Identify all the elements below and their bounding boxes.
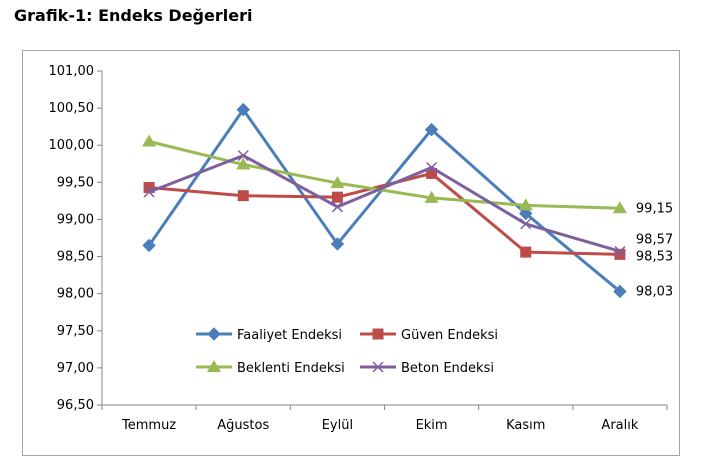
data-point-0-2 — [330, 237, 345, 251]
y-tick-label: 101,00 — [49, 64, 95, 79]
y-tick-label: 96,50 — [57, 398, 94, 413]
x-tick-label: Temmuz — [121, 418, 176, 433]
data-point-3-5 — [614, 245, 626, 257]
y-tick-label: 98,50 — [57, 250, 94, 265]
data-point-2-5 — [612, 201, 627, 214]
data-point-2-3 — [424, 190, 439, 203]
data-point-1-2 — [331, 191, 343, 203]
data-point-1-5 — [614, 248, 626, 260]
legend-label: Faaliyet Endeksi — [237, 328, 342, 343]
x-tick-label: Kasım — [506, 418, 545, 433]
legend-label: Beklenti Endeksi — [237, 361, 345, 376]
chart-frame — [22, 50, 680, 456]
data-point-1-0 — [143, 182, 155, 194]
x-tick-label: Ağustos — [217, 418, 269, 433]
y-tick-label: 97,00 — [57, 361, 94, 376]
series-line-1 — [148, 171, 620, 256]
legend-marker — [207, 327, 221, 341]
end-value-label: 99,15 — [636, 201, 673, 216]
x-tick-label: Ekim — [416, 418, 448, 433]
legend-label: Güven Endeksi — [401, 328, 498, 343]
data-point-0-1 — [236, 102, 250, 117]
legend-marker — [207, 360, 221, 372]
data-point-3-1 — [237, 150, 249, 162]
y-tick-label: 97,50 — [57, 324, 94, 339]
data-point-1-3 — [426, 167, 438, 179]
data-point-0-5 — [613, 284, 627, 299]
series-line-0 — [147, 108, 621, 293]
series-line-2 — [148, 140, 620, 210]
x-tick-label: Eylül — [322, 418, 353, 433]
data-point-3-4 — [520, 218, 532, 230]
x-tick-label: Aralık — [601, 418, 638, 433]
legend-marker — [372, 361, 384, 373]
y-tick-label: 99,00 — [57, 212, 94, 227]
data-point-3-0 — [143, 186, 155, 198]
data-point-2-2 — [330, 176, 345, 189]
data-point-3-3 — [426, 161, 438, 174]
end-value-label: 98,03 — [636, 284, 673, 299]
legend-marker — [372, 328, 384, 340]
end-value-label: 98,53 — [636, 249, 673, 264]
y-tick-label: 100,50 — [49, 101, 95, 116]
data-point-3-2 — [331, 201, 343, 213]
y-tick-label: 100,00 — [49, 138, 95, 153]
data-point-1-1 — [237, 190, 249, 202]
legend-label: Beton Endeksi — [401, 361, 494, 376]
series-line-3 — [148, 154, 621, 253]
data-point-0-3 — [424, 122, 439, 137]
chart-title: Grafik-1: Endeks Değerleri — [14, 6, 253, 25]
y-tick-label: 98,00 — [57, 287, 94, 302]
data-point-0-0 — [142, 238, 156, 253]
data-point-2-1 — [236, 157, 251, 170]
data-point-2-0 — [142, 134, 157, 147]
data-point-1-4 — [520, 246, 532, 258]
data-point-2-4 — [518, 198, 533, 211]
y-tick-label: 99,50 — [57, 175, 94, 190]
data-point-0-4 — [519, 206, 533, 221]
end-value-label: 98,57 — [636, 232, 673, 247]
